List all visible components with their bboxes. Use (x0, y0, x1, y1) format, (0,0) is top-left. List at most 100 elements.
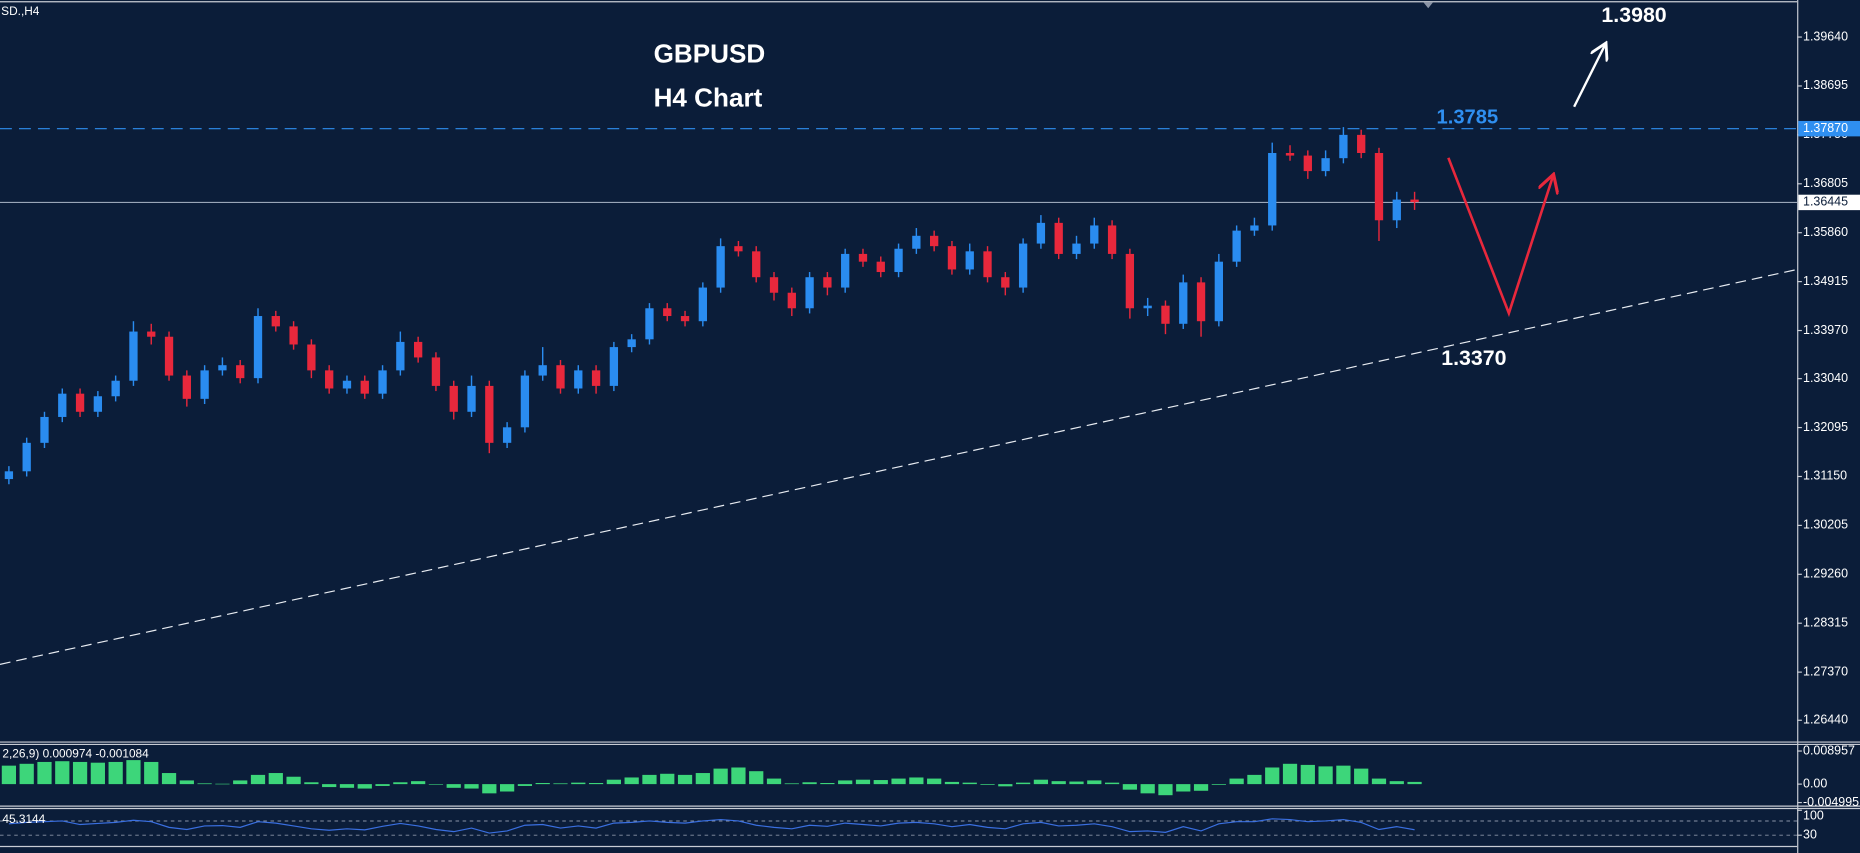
macd-bar (1389, 781, 1404, 785)
candle-body (698, 287, 707, 322)
macd-bar (286, 776, 301, 785)
candle-body (680, 316, 690, 322)
candle-body (965, 251, 974, 270)
candle-body (858, 253, 868, 262)
candle-body (1268, 152, 1277, 226)
candle-body (147, 331, 156, 337)
macd-bar (855, 779, 871, 785)
candle-body (1214, 261, 1223, 322)
macd-bar (642, 774, 657, 785)
candle-body (1303, 155, 1312, 172)
candle-body (271, 316, 280, 327)
resistance-price-box (1798, 120, 1860, 137)
rsi-tick-label: 30 (1803, 827, 1817, 841)
macd-bar (1140, 784, 1155, 794)
y-tick-label: 1.36805 (1803, 176, 1848, 190)
macd-bar (161, 773, 177, 785)
macd-bar (144, 761, 159, 785)
candle-body (467, 385, 476, 412)
chart-title: GBPUSD (654, 39, 766, 69)
macd-bar (660, 773, 675, 785)
macd-bar (1051, 781, 1066, 785)
y-tick-label: 1.31150 (1803, 469, 1847, 483)
macd-bar (233, 780, 248, 785)
candle-body (627, 339, 636, 348)
macd-bar (1122, 784, 1137, 790)
macd-bar (411, 781, 426, 785)
y-tick-label: 1.32095 (1803, 420, 1848, 434)
chart-subtitle: H4 Chart (654, 83, 763, 113)
macd-tick-label: -0.004995 (1803, 795, 1859, 809)
macd-bar (749, 771, 764, 785)
candle-body (1036, 222, 1046, 244)
target-arrow (1573, 45, 1605, 108)
macd-bar (606, 779, 621, 785)
candle-body (1250, 225, 1259, 231)
rsi-tick-label: 100 (1803, 809, 1824, 823)
candle-body (360, 380, 369, 394)
macd-bar (553, 783, 568, 785)
macd-bar (72, 761, 88, 785)
macd-bar (1318, 766, 1333, 785)
candle-body (752, 251, 761, 278)
y-tick-label: 1.28315 (1803, 615, 1848, 629)
macd-bar (588, 783, 604, 785)
candle-body (93, 396, 103, 412)
macd-bar (1229, 778, 1244, 785)
macd-bar (1104, 782, 1120, 785)
candle-body (930, 235, 939, 247)
macd-bar (1282, 763, 1298, 785)
scenario-arrow (1447, 157, 1552, 318)
candle-body (342, 380, 352, 389)
candle-body (449, 385, 458, 412)
macd-bar (909, 777, 924, 785)
candle-body (40, 416, 49, 443)
y-tick-label: 1.33040 (1803, 371, 1848, 385)
candle-body (1410, 199, 1419, 203)
rsi-header: 45.3144 (2, 812, 45, 826)
macd-bar (802, 782, 817, 785)
candle-body (396, 341, 405, 371)
macd-bar (766, 778, 782, 785)
candle-body (1357, 134, 1366, 153)
macd-bar (215, 783, 230, 785)
macd-bar (713, 768, 728, 785)
macd-bar (339, 784, 355, 788)
symbol-label: SD.,H4 (1, 4, 40, 18)
candle-body (805, 277, 814, 309)
macd-bar (1211, 784, 1226, 785)
macd-bar (1176, 784, 1191, 792)
candle-body (1054, 222, 1063, 254)
macd-bar (1300, 764, 1315, 785)
macd-bar (197, 783, 212, 785)
macd-bar (55, 761, 70, 785)
candle-body (823, 277, 832, 288)
candle-body (538, 365, 547, 376)
candle-body (1090, 225, 1099, 244)
y-tick-label: 1.30205 (1803, 518, 1848, 532)
candle-body (769, 277, 779, 293)
candle-body (1232, 230, 1241, 262)
macd-bar (393, 782, 408, 785)
macd-bar (1069, 781, 1084, 785)
y-tick-label: 1.27370 (1803, 664, 1848, 678)
resistance-annotation: 1.3785 (1437, 106, 1499, 128)
macd-bar (322, 784, 337, 788)
candle-body (1143, 305, 1152, 309)
macd-bar (838, 780, 853, 785)
resistance-price-label: 1.37870 (1803, 121, 1848, 135)
macd-bar (482, 784, 497, 794)
candle-body (431, 357, 441, 386)
candle-body (1392, 199, 1401, 221)
macd-tick-label: 0.008957 (1803, 743, 1855, 757)
macd-bar (980, 784, 995, 785)
candle-body (1161, 305, 1170, 324)
candle-body (378, 370, 387, 394)
candle-body (1072, 243, 1081, 254)
candle-body (574, 370, 583, 389)
candle-body (609, 347, 619, 386)
y-tick-label: 1.39640 (1803, 29, 1848, 43)
macd-bar (677, 774, 693, 785)
